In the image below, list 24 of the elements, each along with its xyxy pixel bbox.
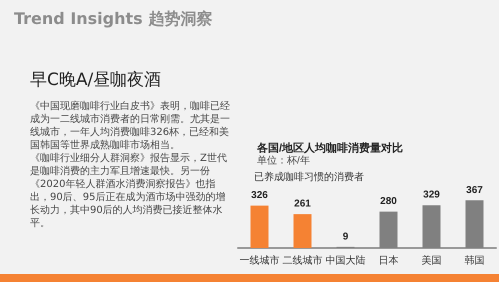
bar	[422, 205, 440, 248]
data-label: 326	[251, 190, 268, 202]
data-label: 261	[294, 198, 312, 210]
bar	[294, 214, 312, 248]
x-tick-label: 日本	[378, 254, 398, 266]
chart-title: 各国/地区人均咖啡消费量对比	[256, 142, 404, 154]
text: 《中国现磨咖啡行业白皮书》表明，咖啡已经成为一二线城市消费者的日常刚需。尤其是一线城市，一年人均消费咖啡326杯，已经和美国韩国等世界成熟咖啡市场相当。	[30, 100, 230, 152]
bar	[250, 206, 268, 248]
y-axis-title: 已养成咖啡习惯的消费者	[254, 170, 364, 184]
chart-subtitle: 单位：杯/年	[257, 154, 310, 166]
data-label: 9	[342, 231, 349, 242]
bar	[466, 200, 484, 248]
x-tick-label: 二线城市	[282, 254, 322, 266]
text: 早C晚A/昼咖夜酒	[30, 69, 162, 91]
data-label: 329	[423, 190, 440, 201]
x-tick-label: 韩国	[464, 254, 484, 266]
x-tick-label: 中国大陆	[326, 254, 366, 266]
x-tick-label: 一线城市	[240, 254, 280, 266]
data-label: 367	[466, 184, 484, 196]
text: Trend Insights 趋势洞察	[14, 9, 212, 28]
x-tick-label: 美国	[422, 254, 442, 266]
text: 《咖啡行业细分人群洞察》报告显示，Z世代是咖啡消费的主力军且增速最快。另一份《2020年轻人群酒水消费洞察报告》也指出，90后、95后正在成为酒市场中强劲的增长动力，其中90后的人均消费已接近整体水平。	[30, 152, 228, 230]
bar	[380, 212, 398, 248]
data-label: 280	[380, 196, 398, 208]
